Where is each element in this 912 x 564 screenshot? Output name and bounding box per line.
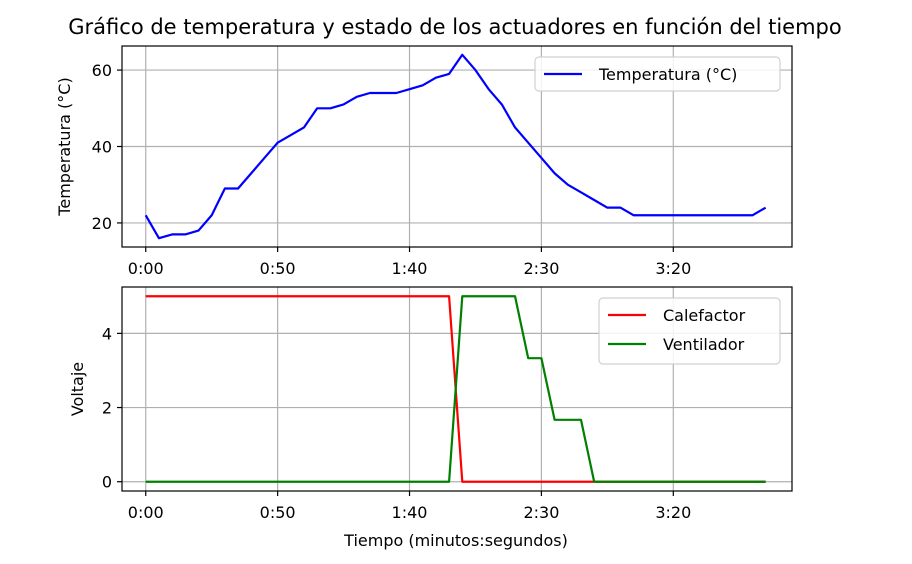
x-tick-label: 2:30 [523,259,559,278]
x-tick-label: 0:00 [128,259,164,278]
legend-label-1: Ventilador [663,335,745,354]
x-tick-label: 0:00 [128,503,164,522]
y-tick-label: 40 [92,138,112,157]
x-tick-label: 3:20 [655,503,691,522]
chart-title: Gráfico de temperatura y estado de los a… [68,15,841,39]
y-axis-label: Voltaje [68,362,87,416]
x-tick-label: 3:20 [655,259,691,278]
x-tick-label: 0:50 [260,503,296,522]
y-tick-label: 0 [102,473,112,492]
x-tick-label: 0:50 [260,259,296,278]
voltage-panel: 0:00 0:50 1:40 2:30 3:20 0 2 4 Voltaje Calefactor… [68,286,793,522]
y-tick-label: 60 [92,61,112,80]
legend-label-0: Calefactor [663,306,746,325]
series-line-1 [145,295,766,483]
x-tick-label: 1:40 [392,503,428,522]
y-tick-label: 4 [102,324,112,343]
x-axis-label: Tiempo (minutos:segundos) [343,531,568,550]
legend: Calefactor Ventilador [598,297,781,365]
y-axis-label: Temperatura (°C) [55,77,74,216]
y-tick-label: 2 [102,399,112,418]
legend-label-0: Temperatura (°C) [598,65,737,84]
x-tick-label: 1:40 [392,259,428,278]
legend: Temperatura (°C) [534,56,781,92]
legend-box [534,56,781,92]
y-tick-label: 20 [92,214,112,233]
temperature-panel: 0:00 0:50 1:40 2:30 3:20 20 40 60 Temperatura (°… [55,45,793,278]
series-line-0 [144,53,767,240]
plot-frame [121,286,793,492]
x-tick-label: 2:30 [523,503,559,522]
